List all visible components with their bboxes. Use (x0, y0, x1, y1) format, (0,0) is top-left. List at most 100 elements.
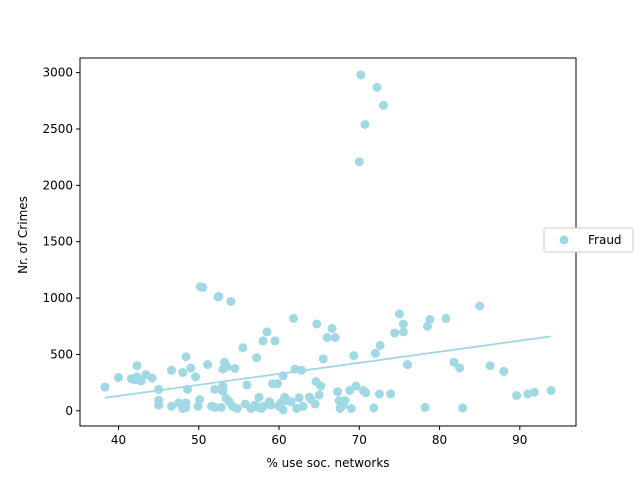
data-point (210, 402, 220, 412)
data-point (360, 120, 370, 129)
data-point (222, 362, 232, 372)
x-tick-label: 40 (111, 433, 126, 447)
y-tick-label: 0 (65, 404, 73, 418)
scatter-points (100, 70, 556, 415)
data-point (318, 354, 328, 364)
data-point (154, 400, 164, 410)
data-point (238, 343, 248, 353)
data-point (278, 405, 288, 415)
data-point (398, 319, 408, 329)
data-point (252, 353, 262, 363)
data-point (298, 401, 308, 411)
data-point (394, 309, 404, 319)
y-axis-label: Nr. of Crimes (16, 196, 30, 274)
data-point (232, 404, 242, 413)
data-point (154, 384, 164, 394)
data-point (254, 392, 264, 402)
data-point (403, 360, 412, 370)
data-point (262, 327, 272, 337)
data-point (198, 282, 208, 292)
data-point (289, 313, 298, 323)
y-axis: 0 500 1000 1500 2000 2500 3000 (42, 66, 80, 418)
trend-line-group (104, 335, 552, 399)
legend-label-fraud: Fraud (588, 233, 622, 247)
data-point (327, 324, 337, 333)
data-point (167, 401, 176, 411)
y-tick-label: 3000 (42, 66, 73, 80)
data-point (499, 366, 509, 376)
data-point (242, 380, 252, 390)
x-axis: 40 50 60 70 80 90 (111, 426, 527, 447)
data-point (351, 381, 361, 391)
data-point (398, 327, 408, 337)
data-point (100, 382, 110, 392)
legend-marker-fraud (559, 235, 569, 245)
data-point (345, 386, 355, 395)
y-tick-label: 500 (50, 347, 73, 361)
data-point (420, 402, 430, 412)
data-point (340, 396, 350, 406)
data-point (349, 351, 359, 361)
data-point (458, 403, 468, 413)
data-point (322, 333, 332, 342)
x-tick-label: 70 (352, 433, 367, 447)
y-tick-label: 2000 (42, 178, 73, 192)
data-point (272, 379, 282, 389)
legend-box (543, 227, 634, 253)
data-point (449, 357, 459, 367)
data-point (354, 157, 364, 167)
data-point (346, 404, 356, 413)
x-tick-label: 80 (432, 433, 447, 447)
data-point (441, 313, 451, 323)
data-point (226, 297, 236, 306)
data-point (258, 336, 268, 346)
data-point (178, 368, 188, 377)
trend-line (104, 335, 552, 399)
data-point (181, 352, 191, 362)
data-point (356, 70, 366, 80)
data-point (114, 373, 123, 382)
data-point (294, 393, 304, 403)
data-point (191, 372, 201, 382)
data-point (372, 82, 382, 92)
data-point (425, 315, 435, 324)
data-point (312, 319, 322, 329)
data-point (378, 100, 388, 110)
data-point (475, 301, 485, 311)
data-point (361, 388, 371, 398)
y-tick-label: 2500 (42, 122, 73, 136)
data-point (147, 373, 157, 383)
y-tick-label: 1500 (42, 235, 73, 249)
data-point (333, 387, 343, 397)
data-point (216, 402, 226, 412)
data-point (132, 361, 142, 371)
data-point (195, 395, 205, 404)
data-point (485, 361, 495, 371)
data-point (310, 399, 320, 409)
data-point (218, 381, 228, 391)
x-tick-label: 90 (512, 433, 527, 447)
legend: Fraud (543, 227, 634, 253)
data-point (316, 381, 326, 391)
data-point (181, 402, 191, 412)
data-point (270, 336, 280, 346)
data-point (286, 397, 296, 407)
data-point (266, 400, 276, 410)
data-point (214, 291, 224, 301)
data-point (529, 387, 539, 397)
data-point (314, 390, 324, 400)
data-point (210, 384, 220, 394)
x-axis-label: % use soc. networks (266, 456, 389, 470)
data-point (167, 365, 176, 375)
data-point (390, 328, 400, 338)
data-point (423, 321, 432, 331)
data-point (136, 376, 146, 386)
data-point (203, 360, 213, 370)
data-point (193, 401, 203, 411)
data-point (546, 386, 556, 395)
data-point (375, 340, 385, 350)
data-point (186, 363, 196, 373)
data-point (374, 389, 384, 399)
data-point (370, 348, 380, 358)
